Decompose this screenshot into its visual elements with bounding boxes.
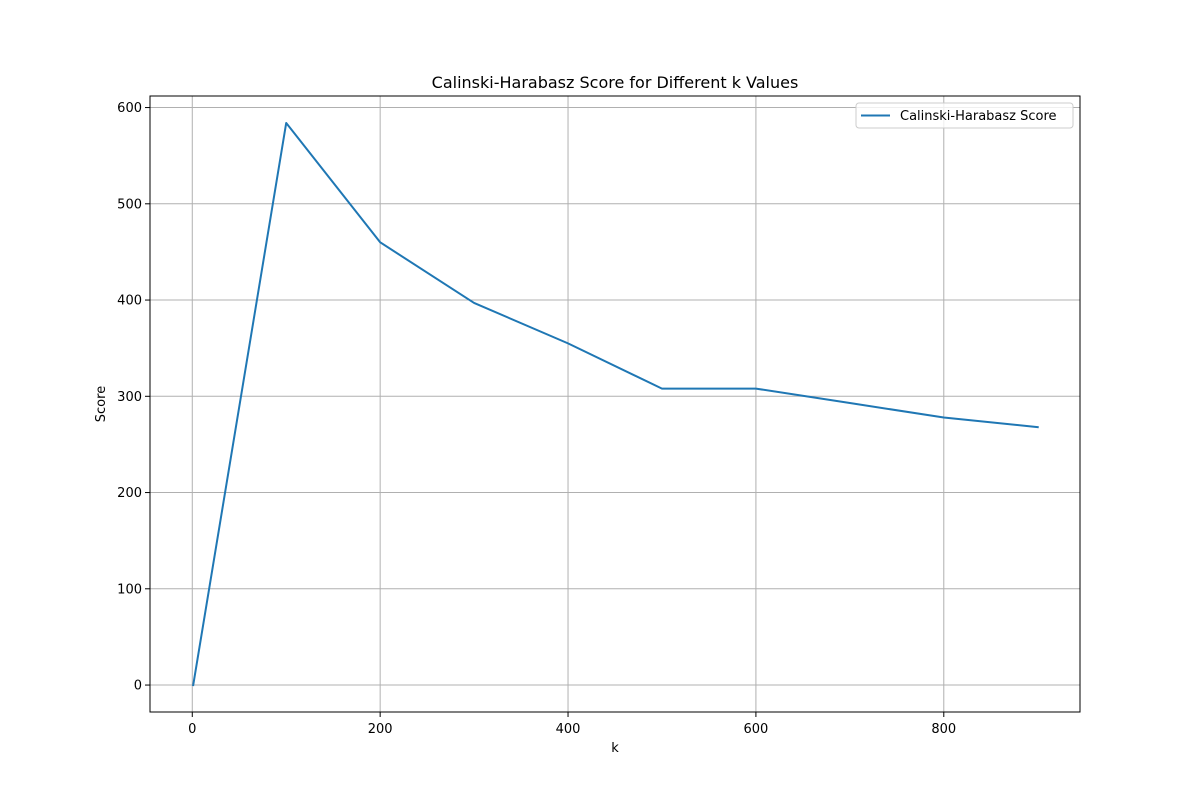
legend-label: Calinski-Harabasz Score bbox=[900, 109, 1057, 124]
chart-title: Calinski-Harabasz Score for Different k … bbox=[432, 73, 799, 92]
x-tick-label: 800 bbox=[931, 722, 956, 737]
x-axis-label: k bbox=[611, 741, 619, 756]
y-tick-label: 100 bbox=[117, 582, 142, 597]
x-tick-label: 0 bbox=[188, 722, 196, 737]
y-axis-label: Score bbox=[94, 386, 109, 422]
y-tick-label: 500 bbox=[117, 197, 142, 212]
legend: Calinski-Harabasz Score bbox=[856, 103, 1073, 128]
y-tick-label: 0 bbox=[134, 679, 142, 694]
y-tick-label: 300 bbox=[117, 390, 142, 405]
x-tick-label: 200 bbox=[368, 722, 393, 737]
y-tick-label: 200 bbox=[117, 486, 142, 501]
y-tick-label: 400 bbox=[117, 294, 142, 309]
x-tick-label: 600 bbox=[743, 722, 768, 737]
x-tick-label: 400 bbox=[556, 722, 581, 737]
y-tick-label: 600 bbox=[117, 101, 142, 116]
